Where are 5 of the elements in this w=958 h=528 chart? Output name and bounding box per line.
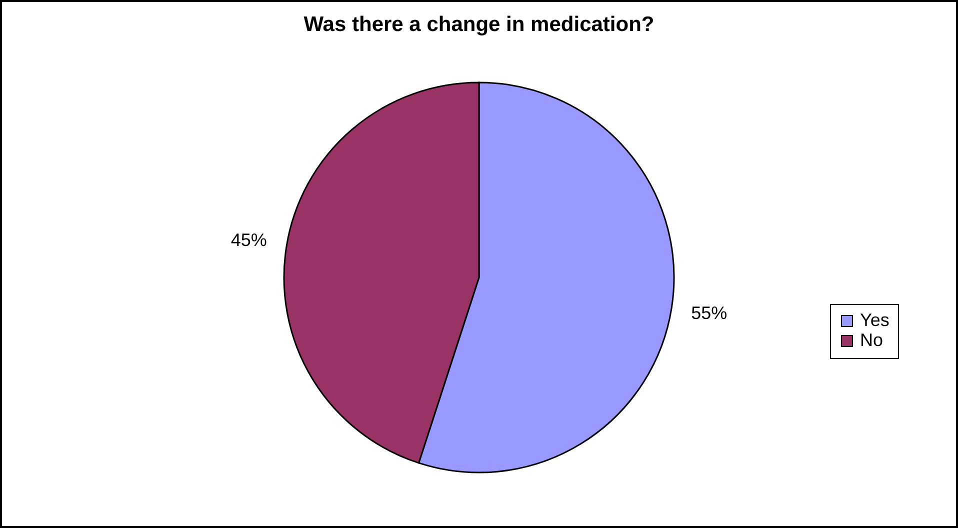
chart-title: Was there a change in medication? <box>304 13 654 36</box>
legend-label: No <box>860 330 884 350</box>
data-label: 45% <box>230 230 267 250</box>
data-label: 55% <box>691 302 728 323</box>
legend-label: Yes <box>860 310 890 330</box>
